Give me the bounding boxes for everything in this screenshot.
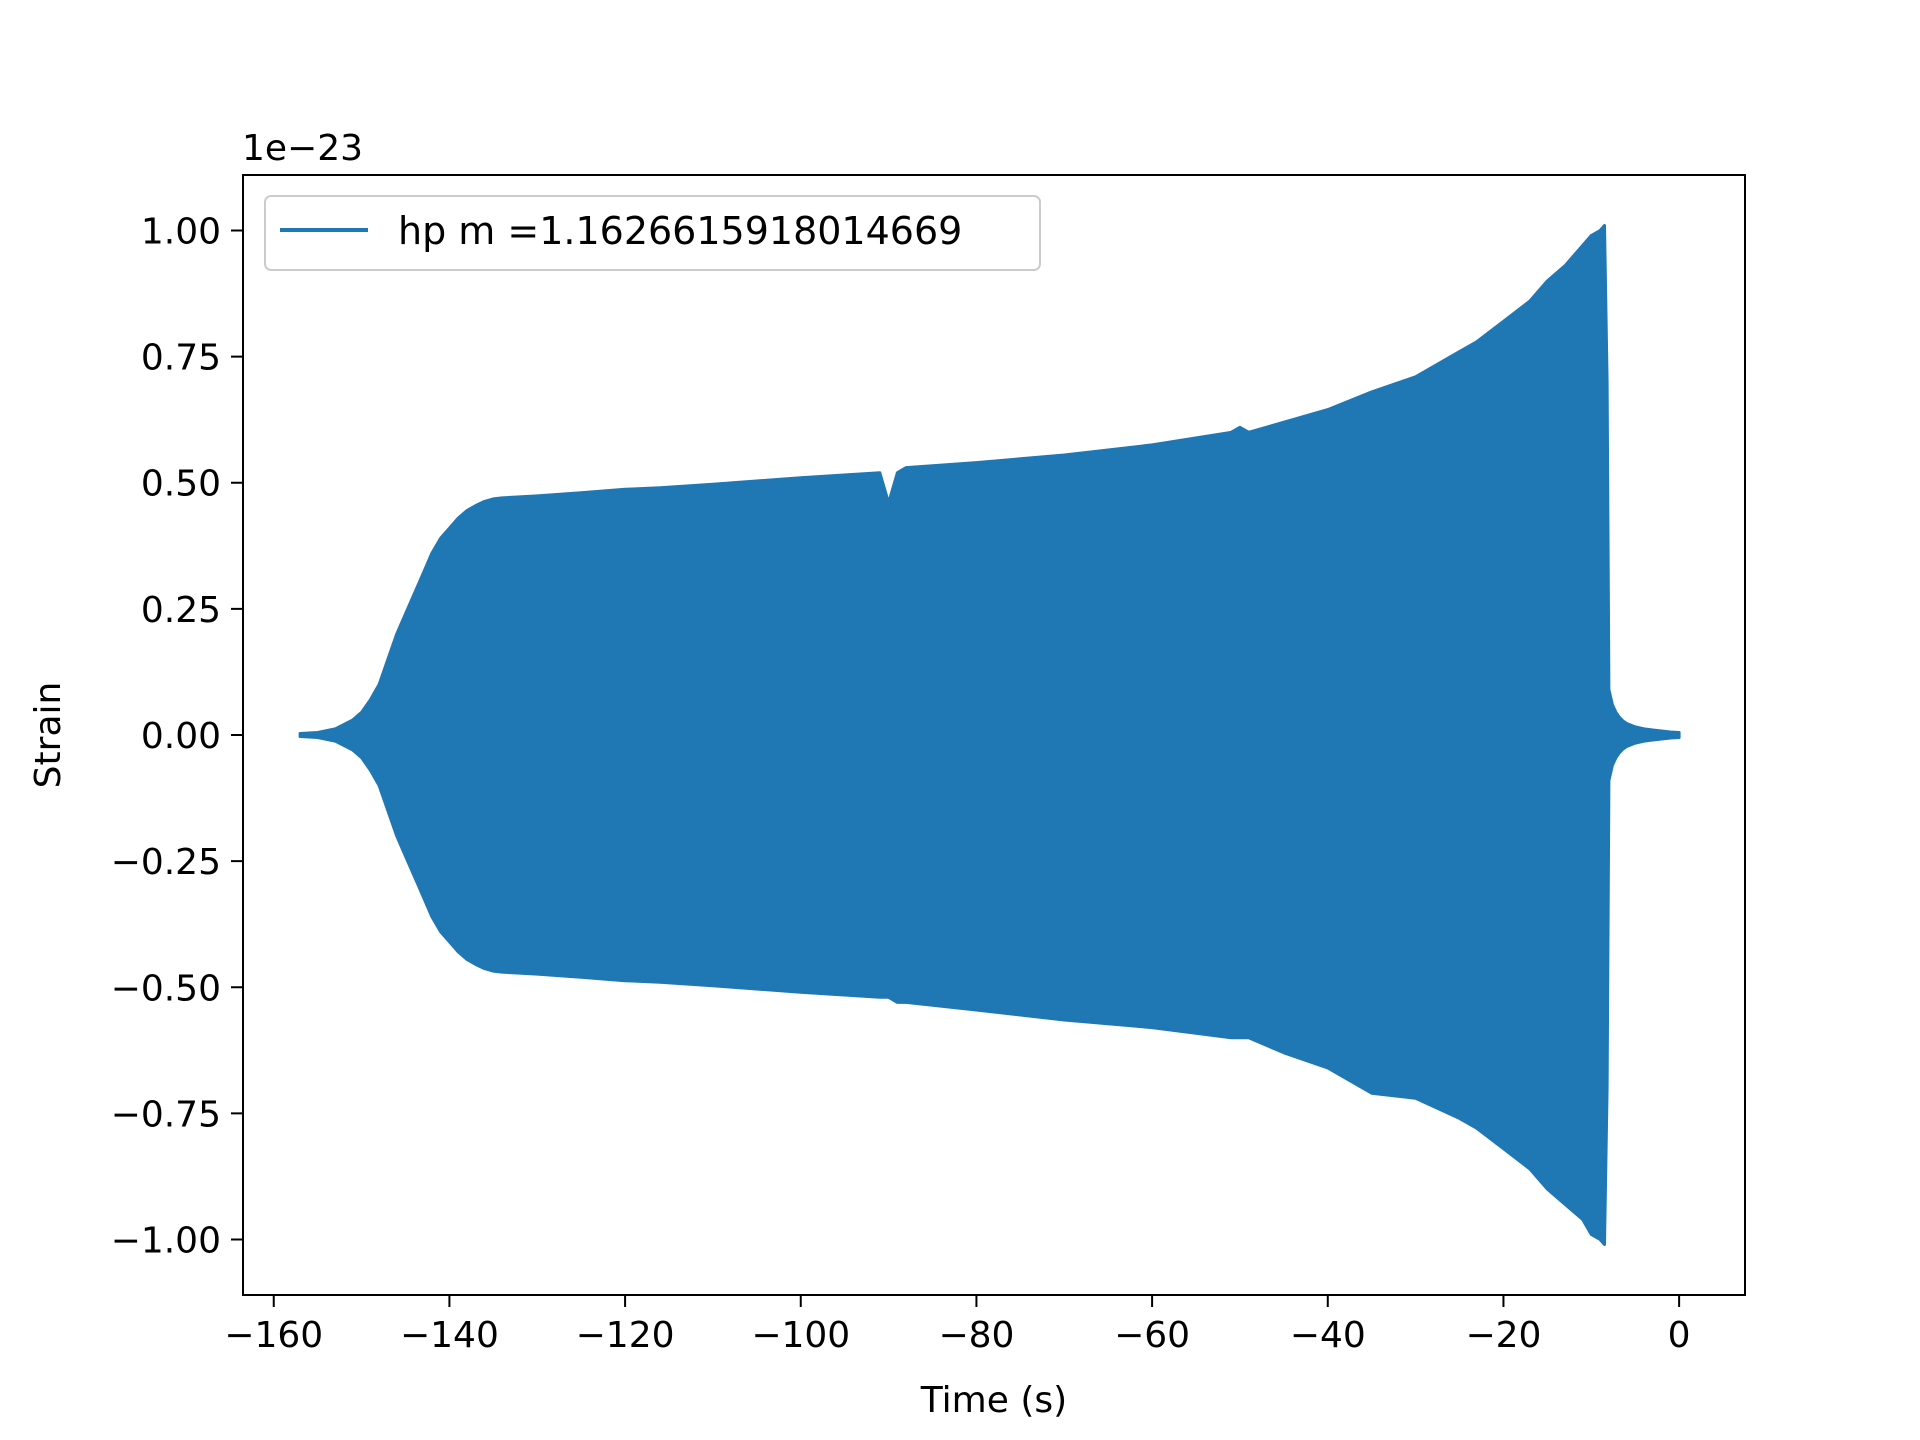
y-tick-label: 0.75 [141,338,221,379]
y-offset-label: 1e−23 [242,128,363,169]
y-tick-label: −0.75 [111,1094,221,1135]
y-axis-label: Strain [28,682,69,789]
x-tick-label: −80 [938,1315,1014,1356]
y-axis: 1.00 0.75 0.50 0.25 0.00 −0.25 −0.50 −0.75 −1.00 [111,211,243,1262]
y-tick-label: −0.50 [111,968,221,1009]
y-tick-label: 1.00 [141,211,221,252]
y-tick-label: 0.00 [141,716,221,757]
x-axis-label: Time (s) [920,1380,1067,1421]
y-tick-label: −1.00 [111,1221,221,1262]
x-tick-label: −160 [224,1315,323,1356]
y-tick-label: 0.25 [141,590,221,631]
plot-area [298,224,1681,1246]
x-tick-label: −60 [1114,1315,1190,1356]
x-tick-label: −140 [400,1315,499,1356]
series-line-hp [298,224,1681,1246]
x-tick-label: −20 [1465,1315,1541,1356]
x-tick-label: −100 [751,1315,850,1356]
x-axis: −160 −140 −120 −100 −80 −60 −40 −20 0 [224,1295,1691,1356]
x-tick-label: 0 [1668,1315,1691,1356]
legend: hp m =1.1626615918014669 [264,195,1041,271]
legend-box [264,195,1041,271]
x-tick-label: −120 [576,1315,675,1356]
y-tick-label: −0.25 [111,842,221,883]
legend-entry: hp m =1.1626615918014669 [398,209,962,253]
x-tick-label: −40 [1290,1315,1366,1356]
y-tick-label: 0.50 [141,464,221,505]
